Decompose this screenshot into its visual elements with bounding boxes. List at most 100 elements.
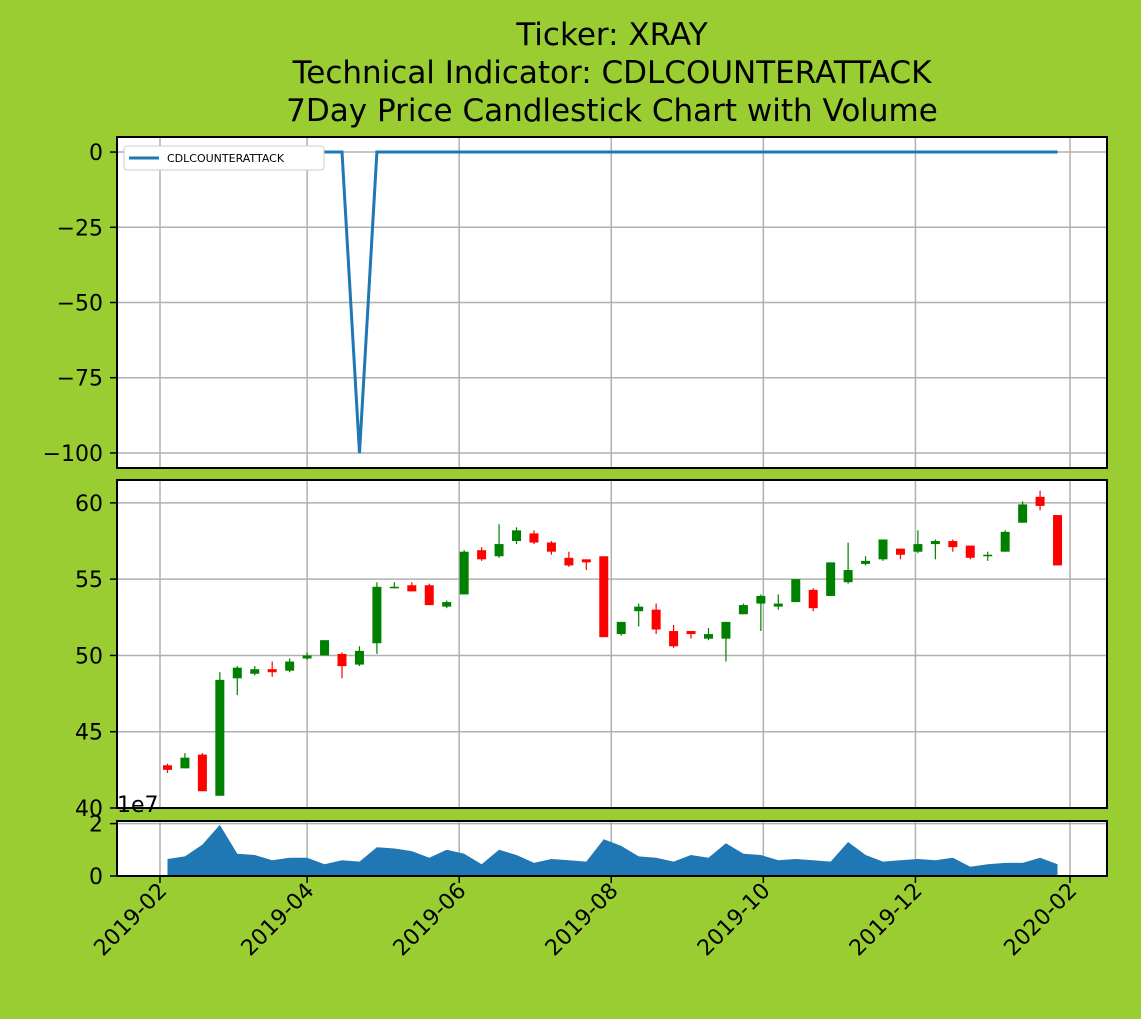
candle-body: [477, 550, 487, 560]
candle-body: [546, 542, 556, 552]
candle: [895, 548, 905, 560]
candle-body: [197, 754, 207, 792]
candle: [215, 672, 225, 796]
candle: [599, 556, 609, 638]
candle: [354, 646, 364, 667]
candle-body: [389, 586, 399, 589]
candle-body: [494, 544, 504, 557]
price-panel-frame: [116, 479, 1108, 809]
candle-body: [302, 655, 312, 659]
volume-ytick-label: 2: [89, 813, 103, 838]
candle-body: [756, 595, 766, 604]
candle: [162, 763, 172, 773]
candle-body: [895, 548, 905, 555]
x-tick-label: 2019-06: [389, 879, 472, 962]
candle-body: [808, 589, 818, 609]
x-tick-label: 2019-08: [541, 879, 624, 962]
candle: [843, 542, 853, 584]
candle: [1053, 515, 1063, 566]
candle: [651, 603, 661, 635]
candle-body: [878, 539, 888, 560]
candle-body: [320, 640, 330, 656]
price-ytick-label: 40: [75, 797, 103, 822]
candle-body: [180, 757, 190, 769]
candle-body: [965, 545, 975, 558]
candle: [389, 582, 399, 589]
candle: [267, 661, 277, 677]
candle: [721, 621, 731, 662]
candle-body: [861, 560, 871, 564]
candle: [861, 556, 871, 566]
title-line-1: Ticker: XRAY: [515, 17, 707, 53]
candle: [756, 594, 766, 632]
price-ytick-label: 55: [75, 568, 103, 593]
candle-body: [791, 579, 801, 603]
candle-body: [703, 634, 713, 639]
price-panel: 40 45 50 55 60: [75, 479, 1108, 822]
candle: [808, 588, 818, 612]
candle-body: [215, 679, 225, 796]
candle-body: [581, 559, 591, 563]
candle: [424, 583, 434, 606]
candle-body: [564, 557, 574, 566]
candle-body: [512, 530, 522, 542]
x-tick-label: 2019-04: [237, 879, 320, 962]
candle: [250, 666, 260, 676]
x-tick-label: 2019-12: [845, 879, 928, 962]
candle-body: [634, 606, 644, 612]
indicator-legend: CDLCOUNTERATTACK: [123, 145, 325, 171]
candle-body: [232, 667, 242, 679]
candle: [948, 539, 958, 552]
candle-body: [372, 586, 382, 644]
candle: [581, 559, 591, 571]
title-line-3: 7Day Price Candlestick Chart with Volume: [286, 93, 938, 129]
candle: [337, 652, 347, 679]
candle-body: [738, 605, 748, 615]
candle-body: [826, 562, 836, 596]
candle-body: [459, 551, 469, 595]
candle: [669, 624, 679, 648]
candle-body: [616, 621, 626, 635]
candle: [197, 753, 207, 792]
candle-body: [162, 765, 172, 770]
title-line-2: Technical Indicator: CDLCOUNTERATTACK: [292, 55, 932, 91]
volume-offset-label: 1e7: [117, 793, 159, 818]
candle: [320, 640, 330, 656]
candle: [285, 658, 295, 673]
candle: [983, 551, 993, 561]
candle: [442, 600, 452, 609]
volume-ytick-label: 0: [89, 865, 103, 890]
indicator-ytick-label: −50: [57, 292, 103, 317]
volume-area: [167, 824, 1058, 876]
indicator-ytick-label: 0: [89, 141, 103, 166]
legend-box: [123, 145, 325, 171]
price-ytick-label: 50: [75, 644, 103, 669]
candle: [1018, 501, 1028, 523]
legend-entry: CDLCOUNTERATTACK: [167, 152, 285, 165]
candle: [616, 621, 626, 636]
candle: [372, 582, 382, 654]
indicator-panel: 0 −25 −50 −75 −100 CDLCOUNTERATTACK: [43, 136, 1108, 469]
indicator-ytick-label: −75: [57, 367, 103, 392]
candle: [703, 627, 713, 641]
price-ytick-label: 45: [75, 721, 103, 746]
candle-body: [983, 554, 993, 557]
candle-body: [843, 570, 853, 583]
candle-body: [442, 602, 452, 607]
price-ytick-label: 60: [75, 492, 103, 517]
candle: [773, 594, 783, 610]
candle: [878, 539, 888, 561]
candle: [477, 547, 487, 561]
candle-body: [1018, 504, 1028, 523]
candle: [494, 524, 504, 558]
candle-body: [354, 650, 364, 665]
candle: [512, 527, 522, 545]
candle: [232, 666, 242, 696]
candle: [546, 541, 556, 555]
candle-body: [599, 556, 609, 638]
candle: [738, 603, 748, 615]
candle: [634, 603, 644, 627]
x-tick-label: 2020-02: [1000, 879, 1083, 962]
candle-body: [948, 541, 958, 548]
